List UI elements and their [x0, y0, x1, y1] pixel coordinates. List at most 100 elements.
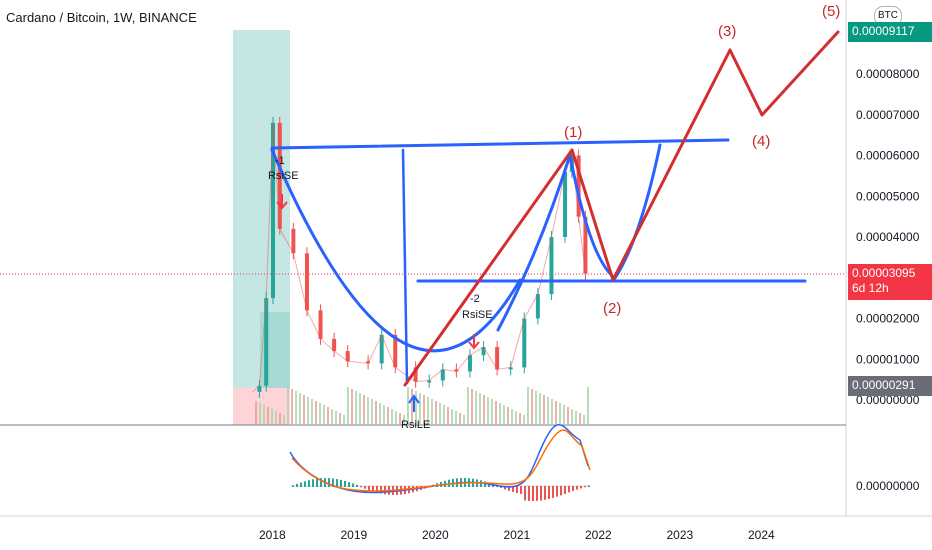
volume-bar	[567, 407, 569, 424]
volume-bar	[571, 409, 573, 424]
volume-bar	[379, 403, 381, 424]
candle-body	[257, 385, 262, 392]
macd-histogram-bar	[296, 483, 298, 487]
macd-histogram-bar	[544, 486, 546, 500]
time-tick-label: 2024	[748, 528, 775, 542]
candle-body	[549, 237, 554, 295]
volume-bar	[339, 413, 341, 424]
volume-bar	[583, 415, 585, 424]
price-tick-label: 0.00000000	[856, 393, 920, 407]
last-price-badge: 0.00003095 6d 12h	[848, 264, 932, 300]
macd-histogram-bar	[536, 486, 538, 501]
volume-bar	[375, 401, 377, 424]
volume-bar	[299, 393, 301, 424]
indicator-axis-tick: 0.00000000	[856, 479, 920, 493]
wave-label-1: (1)	[564, 124, 582, 141]
wave-label-5: (5)	[822, 3, 840, 20]
volume-bar	[363, 395, 365, 424]
macd-histogram-bar	[496, 485, 498, 487]
volume-bar	[311, 399, 313, 424]
volume-bar	[479, 393, 481, 424]
macd-histogram-bar	[340, 479, 342, 487]
volume-bar	[387, 407, 389, 424]
volume-bar	[507, 407, 509, 424]
cup-curve[interactable]	[270, 148, 522, 353]
volume-bar	[523, 415, 525, 424]
macd-histogram-bar	[352, 483, 354, 487]
volume-bar	[563, 405, 565, 424]
volume-bar	[503, 405, 505, 424]
macd-histogram-bar	[360, 486, 362, 488]
time-tick-label: 2022	[585, 528, 612, 542]
macd-histogram-bar	[540, 486, 542, 501]
volume-bar	[447, 407, 449, 424]
volume-bar	[415, 391, 417, 424]
macd-histogram-bar	[368, 486, 370, 491]
macd-histogram-bar	[588, 485, 590, 487]
signal-arrow-down-icon	[468, 334, 480, 350]
wave-label-3: (3)	[718, 23, 736, 40]
volume-bar	[515, 411, 517, 424]
volume-bar	[359, 393, 361, 424]
volume-bar	[559, 403, 561, 424]
macd-histogram-bar	[300, 482, 302, 487]
macd-histogram-bar	[548, 486, 550, 499]
volume-bar	[351, 389, 353, 424]
macd-histogram-bar	[348, 482, 350, 487]
volume-bar	[475, 391, 477, 424]
macd-histogram-bar	[380, 486, 382, 494]
macd-histogram-bar	[320, 478, 322, 487]
volume-bar	[443, 405, 445, 424]
volume-bar	[531, 389, 533, 424]
macd-histogram-bar	[532, 486, 534, 501]
volume-bar	[307, 397, 309, 424]
annotation-drawings[interactable]	[270, 30, 840, 387]
price-tick-label: 0.00002000	[856, 312, 920, 326]
wave-label-4: (4)	[752, 133, 770, 150]
volume-bar	[259, 403, 261, 424]
volume-bar	[383, 405, 385, 424]
volume-bar	[483, 395, 485, 424]
signal-count-1: -1	[275, 155, 285, 167]
time-axis[interactable]: 2018 2019 2020 2021 2022 2023 2024	[259, 528, 775, 542]
volume-bar	[423, 395, 425, 424]
resistance-line[interactable]	[270, 138, 730, 150]
volume-bar	[263, 405, 265, 424]
candle-body	[264, 298, 269, 386]
elliott-wave-path[interactable]	[403, 30, 840, 387]
volume-bar	[411, 389, 413, 424]
signal-label-2: RsiSE	[462, 309, 493, 321]
volume-bar	[371, 399, 373, 424]
volume-bar	[291, 389, 293, 424]
last-price-value: 0.00003095	[852, 266, 916, 280]
volume-bar	[455, 411, 457, 424]
volume-bar	[487, 397, 489, 424]
macd-histogram-bar	[332, 478, 334, 487]
candle-body	[345, 351, 350, 362]
volume-bar	[283, 415, 285, 424]
candle-body	[332, 338, 337, 352]
time-tick-label: 2019	[341, 528, 368, 542]
macd-histogram-bar	[508, 486, 510, 491]
signal-label-1: RsiSE	[268, 170, 299, 182]
measure-line[interactable]	[401, 148, 409, 385]
volume-bar	[459, 413, 461, 424]
macd-indicator	[289, 424, 591, 501]
macd-histogram-bar	[344, 480, 346, 487]
candle-body	[563, 171, 568, 237]
volume-bar	[543, 395, 545, 424]
price-tick-label: 0.00006000	[856, 149, 920, 163]
volume-bar	[587, 387, 589, 424]
volume-bar	[295, 391, 297, 424]
price-axis[interactable]: 0.00008000 0.00007000 0.00006000 0.00005000…	[856, 67, 920, 407]
macd-line	[289, 424, 589, 494]
volume-bar	[491, 399, 493, 424]
candle-body	[427, 380, 432, 383]
candle-body	[576, 155, 581, 217]
price-tick-label: 0.00001000	[856, 352, 920, 366]
volume-bar	[499, 403, 501, 424]
candle-body	[413, 367, 418, 382]
volume-bar	[435, 401, 437, 424]
volume-bar	[555, 401, 557, 424]
